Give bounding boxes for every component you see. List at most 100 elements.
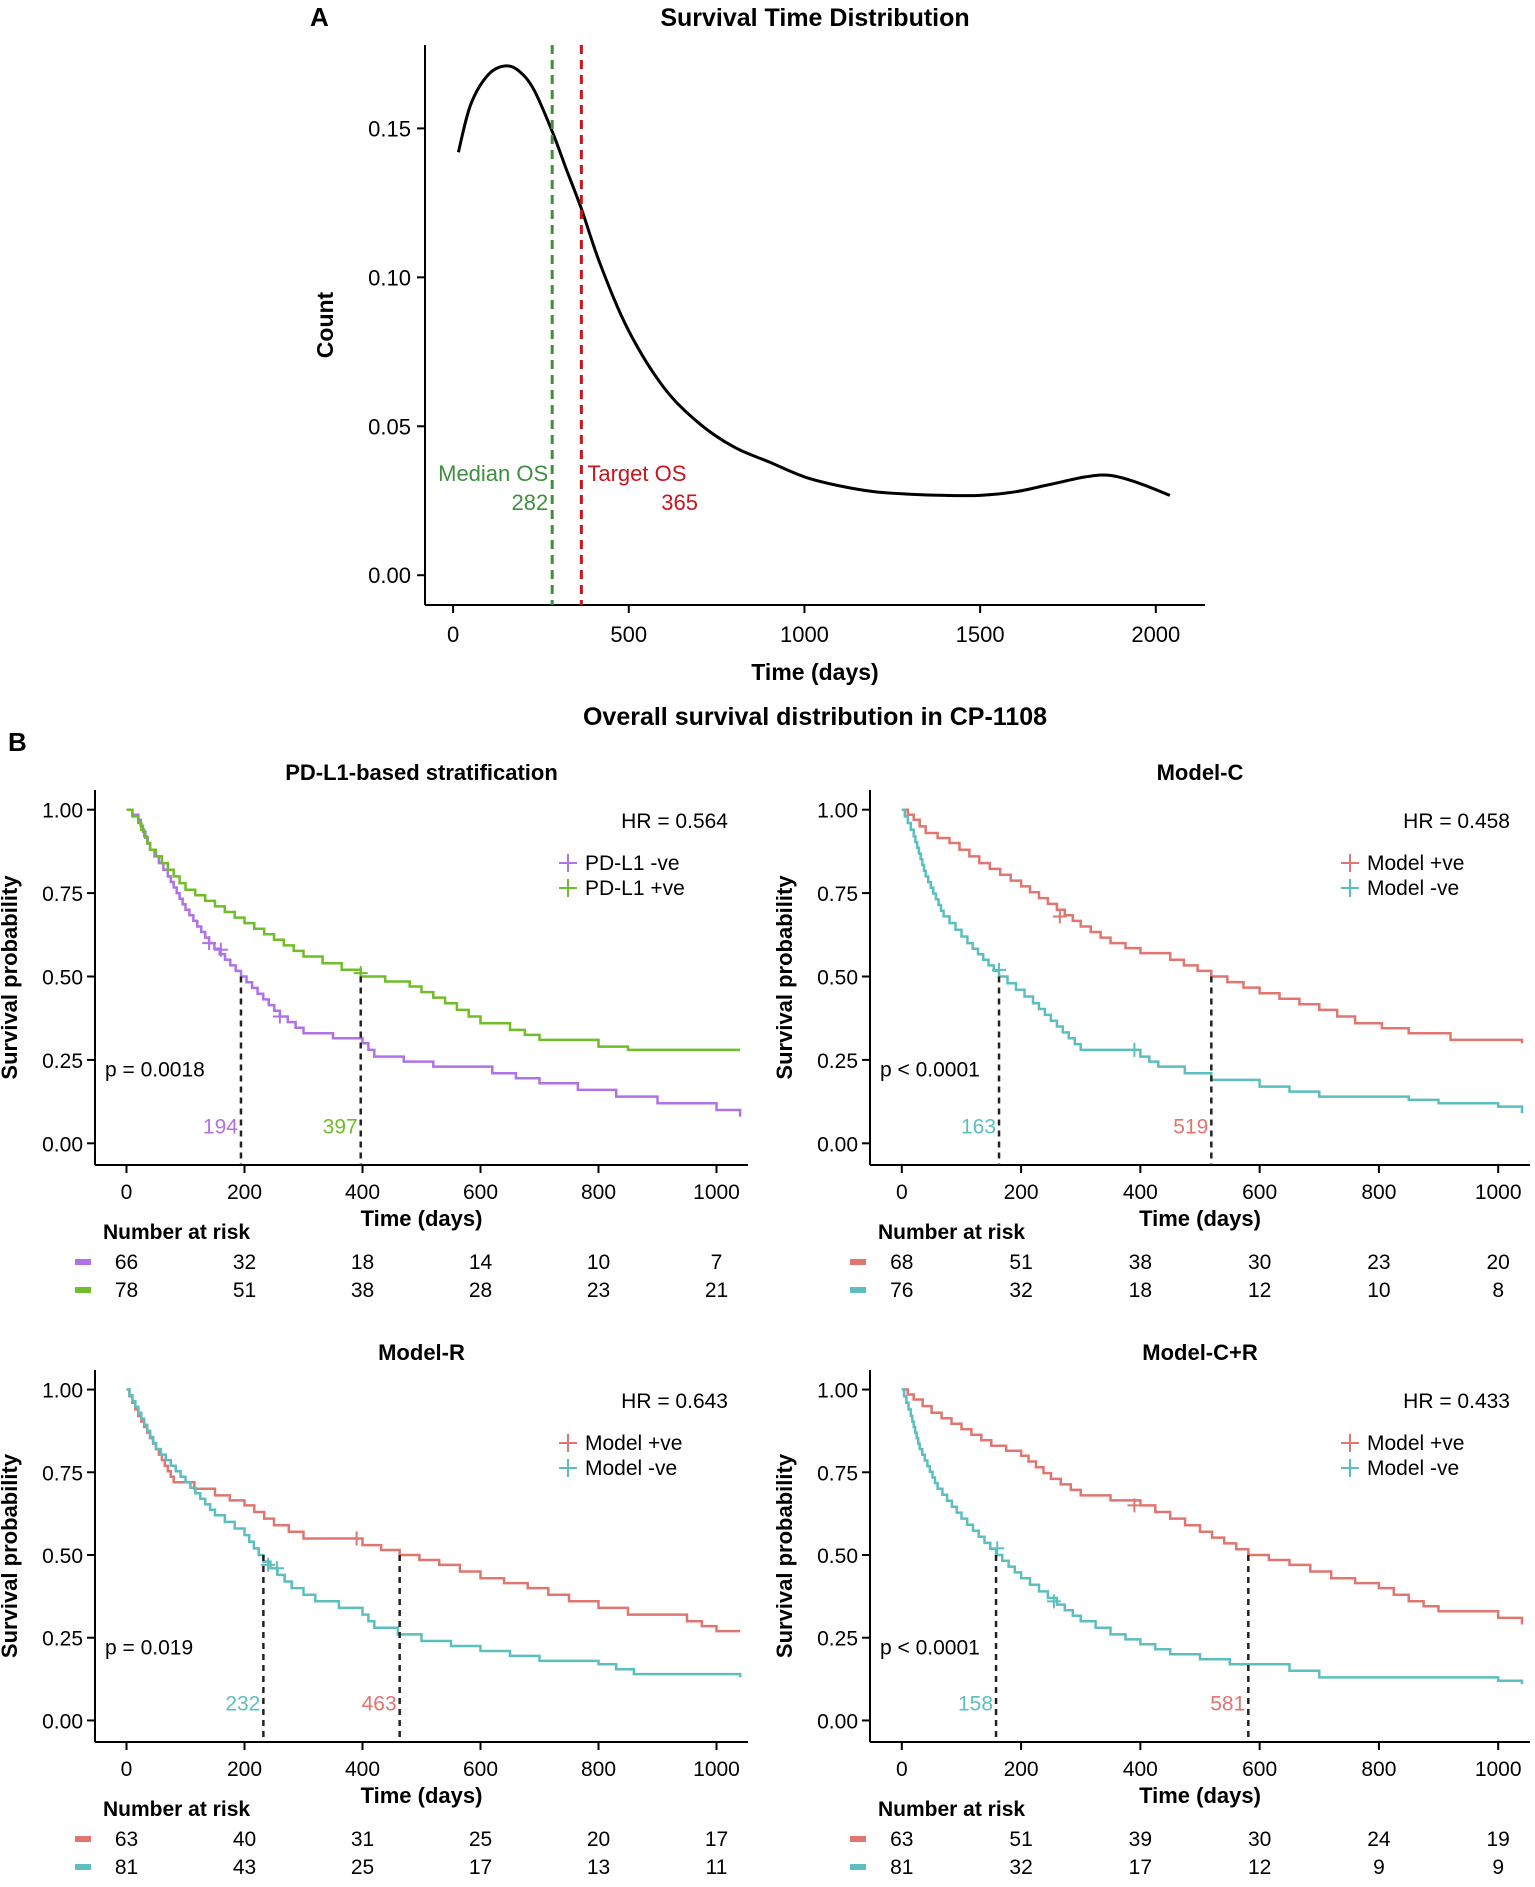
risk-count: 17 — [705, 1828, 728, 1851]
model-r-km-chart: Model-R 0.00 0.25 0.50 0.75 1.00 0 200 400 600 800… — [0, 1340, 748, 1879]
risk-table-title: Number at risk — [878, 1798, 1025, 1821]
risk-count: 17 — [469, 1856, 492, 1879]
y-tick-label: 0.00 — [42, 1133, 83, 1156]
x-tick-label: 600 — [1242, 1181, 1277, 1204]
risk-count: 14 — [469, 1251, 493, 1274]
y-tick-label: 1.00 — [42, 1380, 83, 1403]
risk-count: 28 — [469, 1279, 492, 1302]
risk-count: 18 — [1129, 1279, 1152, 1302]
risk-count: 20 — [1487, 1251, 1510, 1274]
legend-label: Model -ve — [1367, 877, 1459, 900]
risk-count: 66 — [115, 1251, 138, 1274]
risk-count: 63 — [115, 1828, 138, 1851]
risk-count: 39 — [1129, 1828, 1152, 1851]
risk-count: 25 — [469, 1828, 492, 1851]
legend-label: Model +ve — [585, 1432, 682, 1455]
risk-count: 51 — [1009, 1251, 1032, 1274]
x-tick-label: 1000 — [693, 1181, 740, 1204]
survival-curve-2 — [901, 808, 1524, 1114]
survival-time-distribution-chart: Survival Time Distribution 0.00 0.05 0.10 0.… — [312, 4, 1205, 685]
y-axis-label: Count — [312, 291, 338, 358]
median-os-label: Median OS — [438, 461, 548, 486]
risk-count: 76 — [890, 1279, 913, 1302]
hazard-ratio: HR = 0.433 — [1403, 1390, 1510, 1413]
y-tick-label: 0.50 — [817, 1545, 858, 1568]
x-tick-label: 400 — [345, 1181, 380, 1204]
y-tick-label: 0.25 — [42, 1050, 83, 1073]
x-tick-label: 1000 — [780, 622, 829, 647]
p-value: p = 0.0018 — [105, 1059, 205, 1082]
risk-count: 63 — [890, 1828, 913, 1851]
risk-count: 51 — [1009, 1828, 1032, 1851]
section-b-title: Overall survival distribution in CP-1108 — [583, 703, 1047, 731]
risk-count: 13 — [587, 1856, 610, 1879]
censor-mark — [202, 936, 217, 951]
x-tick-label: 0 — [896, 1758, 908, 1781]
survival-curve-2 — [126, 808, 741, 1052]
chart-title: Survival Time Distribution — [660, 4, 969, 32]
hazard-ratio: HR = 0.458 — [1403, 810, 1510, 833]
risk-count: 18 — [351, 1251, 374, 1274]
y-tick-label: 0.15 — [368, 116, 411, 141]
y-tick-label: 0.25 — [42, 1628, 83, 1651]
x-tick-label: 200 — [227, 1758, 262, 1781]
risk-count: 24 — [1367, 1828, 1391, 1851]
y-tick-label: 0.50 — [817, 967, 858, 990]
risk-count: 40 — [233, 1828, 256, 1851]
y-tick-label: 0.75 — [42, 1462, 83, 1485]
median-label: 463 — [362, 1693, 397, 1716]
x-tick-label: 200 — [1004, 1181, 1039, 1204]
risk-count: 23 — [587, 1279, 610, 1302]
survival-curve-2 — [901, 1388, 1524, 1685]
hazard-ratio: HR = 0.643 — [621, 1390, 728, 1413]
legend-label: Model +ve — [1367, 852, 1464, 875]
risk-count: 30 — [1248, 1251, 1271, 1274]
y-tick-label: 0.00 — [817, 1133, 858, 1156]
risk-table-title: Number at risk — [878, 1221, 1025, 1244]
x-tick-label: 0 — [896, 1181, 908, 1204]
x-tick-label: 400 — [1123, 1758, 1158, 1781]
x-axis-label: Time (days) — [361, 1783, 483, 1808]
x-tick-label: 1000 — [693, 1758, 740, 1781]
risk-table-title: Number at risk — [103, 1221, 250, 1244]
risk-count: 9 — [1492, 1856, 1504, 1879]
survival-curve-1 — [901, 1388, 1524, 1625]
target-os-label: Target OS — [587, 461, 686, 486]
chart-title: Model-C — [1157, 760, 1244, 785]
y-axis-label: Survival probability — [772, 875, 797, 1080]
legend-label: Model -ve — [1367, 1457, 1459, 1480]
x-tick-label: 800 — [1361, 1758, 1396, 1781]
density-curve — [456, 64, 1171, 498]
risk-count: 32 — [1009, 1279, 1032, 1302]
x-tick-label: 200 — [1004, 1758, 1039, 1781]
risk-count: 38 — [1129, 1251, 1152, 1274]
risk-count: 23 — [1367, 1251, 1390, 1274]
x-tick-label: 200 — [227, 1181, 262, 1204]
x-axis-label: Time (days) — [751, 659, 878, 685]
survival-curve-1 — [126, 1388, 741, 1633]
y-axis-label: Survival probability — [0, 875, 22, 1080]
x-axis-label: Time (days) — [361, 1206, 483, 1231]
risk-count: 17 — [1129, 1856, 1152, 1879]
x-tick-label: 600 — [463, 1181, 498, 1204]
pdl1-stratification-km-chart: PD-L1-based stratification 0.00 0.25 0.50 0.… — [0, 760, 748, 1302]
risk-count: 32 — [1009, 1856, 1032, 1879]
x-tick-label: 0 — [121, 1181, 133, 1204]
y-tick-label: 0.00 — [817, 1710, 858, 1733]
censor-mark — [261, 1557, 276, 1572]
censor-mark — [269, 1561, 284, 1576]
p-value: p = 0.019 — [105, 1636, 193, 1659]
survival-curve-1 — [901, 808, 1524, 1044]
target-os-value: 365 — [661, 490, 698, 515]
x-tick-label: 600 — [1242, 1758, 1277, 1781]
y-tick-label: 1.00 — [42, 800, 83, 823]
y-tick-label: 0.10 — [368, 265, 411, 290]
x-tick-label: 1000 — [1475, 1758, 1522, 1781]
risk-count: 8 — [1492, 1279, 1504, 1302]
censor-mark — [992, 962, 1007, 977]
risk-count: 12 — [1248, 1279, 1271, 1302]
x-tick-label: 400 — [1123, 1181, 1158, 1204]
censor-mark — [349, 1531, 364, 1546]
risk-count: 25 — [351, 1856, 374, 1879]
